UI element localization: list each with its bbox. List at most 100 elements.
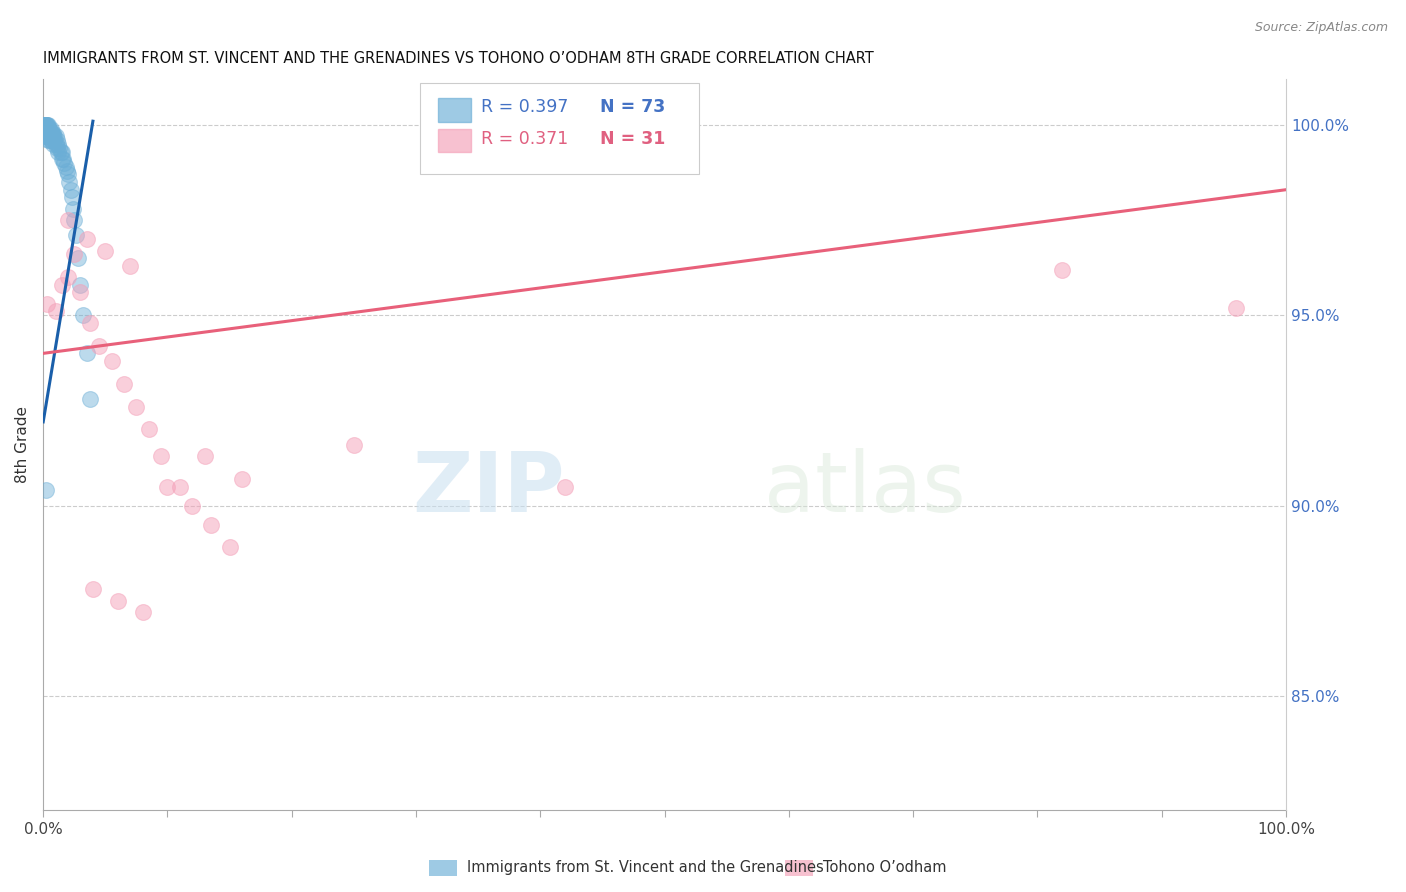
Point bbox=[38, 129, 60, 144]
Point bbox=[55, 160, 77, 174]
Point bbox=[44, 129, 66, 144]
Point bbox=[79, 392, 101, 406]
Point bbox=[37, 126, 59, 140]
Point bbox=[35, 129, 58, 144]
Point bbox=[69, 285, 91, 300]
Point bbox=[37, 126, 59, 140]
Point bbox=[65, 228, 87, 243]
Point bbox=[218, 541, 240, 555]
Point bbox=[34, 118, 56, 132]
Point bbox=[554, 479, 576, 493]
Point bbox=[35, 121, 58, 136]
Text: atlas: atlas bbox=[763, 448, 966, 529]
Point bbox=[37, 133, 59, 147]
Point bbox=[120, 259, 142, 273]
Point bbox=[39, 126, 62, 140]
Point bbox=[49, 145, 72, 159]
Point bbox=[34, 118, 56, 132]
Point bbox=[34, 126, 56, 140]
Point bbox=[79, 316, 101, 330]
Text: ZIP: ZIP bbox=[412, 448, 565, 529]
Text: Source: ZipAtlas.com: Source: ZipAtlas.com bbox=[1254, 21, 1388, 34]
Point bbox=[42, 126, 65, 140]
Point bbox=[45, 141, 67, 155]
Point bbox=[59, 183, 82, 197]
Point bbox=[169, 479, 191, 493]
Point bbox=[138, 422, 160, 436]
Point bbox=[34, 483, 56, 498]
Point bbox=[52, 153, 75, 167]
Point bbox=[34, 118, 56, 132]
Text: R = 0.397: R = 0.397 bbox=[481, 98, 568, 116]
Point bbox=[58, 175, 80, 189]
Point bbox=[34, 121, 56, 136]
Point bbox=[51, 153, 73, 167]
Bar bbox=[429, 860, 457, 876]
Point bbox=[34, 118, 56, 132]
Point bbox=[69, 277, 91, 292]
Point bbox=[194, 449, 217, 463]
Text: N = 31: N = 31 bbox=[600, 130, 665, 148]
FancyBboxPatch shape bbox=[420, 83, 699, 174]
Point bbox=[35, 118, 58, 132]
Text: R = 0.371: R = 0.371 bbox=[481, 130, 568, 148]
Point bbox=[34, 126, 56, 140]
Point bbox=[39, 129, 62, 144]
Point bbox=[34, 129, 56, 144]
Text: N = 73: N = 73 bbox=[600, 98, 665, 116]
Point bbox=[37, 129, 59, 144]
Point bbox=[63, 213, 86, 227]
Point bbox=[34, 118, 56, 132]
Point bbox=[35, 126, 58, 140]
Point bbox=[100, 354, 122, 368]
Text: Immigrants from St. Vincent and the Grenadines: Immigrants from St. Vincent and the Gren… bbox=[467, 860, 824, 874]
Point bbox=[53, 156, 76, 170]
Point bbox=[38, 133, 60, 147]
Point bbox=[41, 129, 63, 144]
Point bbox=[1225, 301, 1247, 315]
Point bbox=[45, 129, 67, 144]
Point bbox=[51, 277, 73, 292]
Point bbox=[125, 400, 148, 414]
Point bbox=[38, 126, 60, 140]
Point bbox=[41, 126, 63, 140]
Point bbox=[41, 133, 63, 147]
Point bbox=[34, 118, 56, 132]
Point bbox=[34, 121, 56, 136]
Point bbox=[200, 517, 222, 532]
Point bbox=[56, 163, 79, 178]
Point bbox=[35, 118, 58, 132]
Point bbox=[76, 232, 98, 246]
Point bbox=[76, 346, 98, 360]
Point bbox=[56, 213, 79, 227]
Point bbox=[231, 472, 253, 486]
Point bbox=[34, 121, 56, 136]
Point bbox=[35, 297, 58, 311]
Point bbox=[39, 121, 62, 136]
Point bbox=[107, 593, 129, 607]
Point bbox=[156, 479, 179, 493]
Point bbox=[45, 133, 67, 147]
Point bbox=[37, 118, 59, 132]
Point bbox=[94, 244, 117, 258]
Point bbox=[45, 304, 67, 318]
Point bbox=[72, 308, 94, 322]
Text: IMMIGRANTS FROM ST. VINCENT AND THE GRENADINES VS TOHONO O’ODHAM 8TH GRADE CORRE: IMMIGRANTS FROM ST. VINCENT AND THE GREN… bbox=[44, 51, 875, 66]
Point bbox=[46, 136, 69, 151]
Point bbox=[63, 247, 86, 261]
Point bbox=[37, 121, 59, 136]
Point bbox=[66, 251, 89, 265]
Point bbox=[131, 605, 153, 619]
Point bbox=[46, 145, 69, 159]
Point bbox=[42, 129, 65, 144]
Point bbox=[42, 136, 65, 151]
Text: Tohono O’odham: Tohono O’odham bbox=[823, 860, 946, 874]
Point bbox=[38, 121, 60, 136]
Point bbox=[34, 121, 56, 136]
Point bbox=[38, 121, 60, 136]
Point bbox=[35, 129, 58, 144]
Point bbox=[82, 582, 104, 597]
Point bbox=[62, 202, 84, 216]
Point bbox=[45, 136, 67, 151]
Point bbox=[343, 438, 366, 452]
